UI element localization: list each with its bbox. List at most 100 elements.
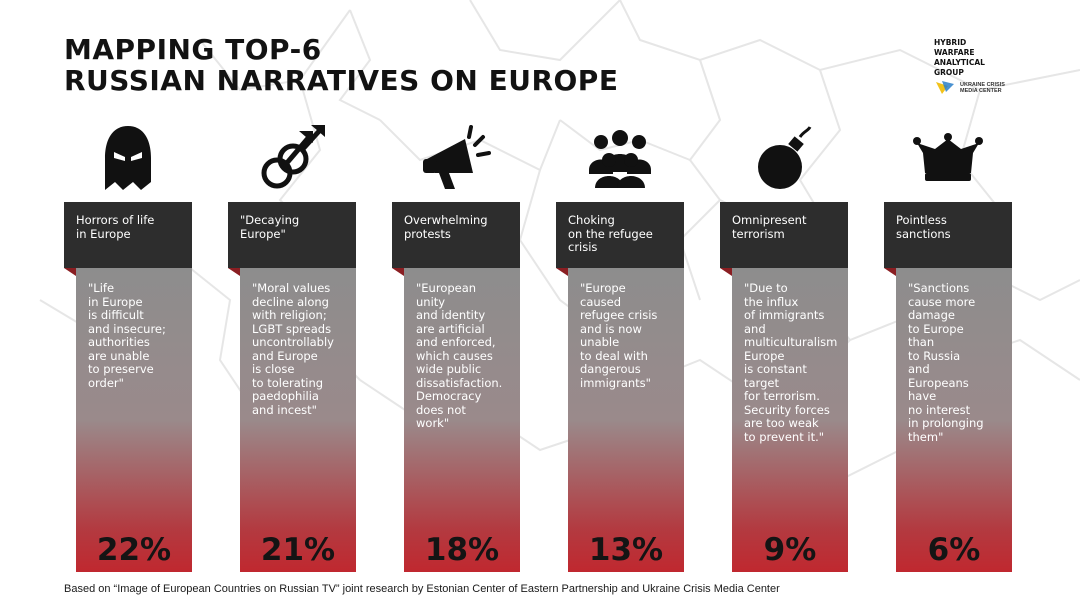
quote-line: and <box>908 362 930 376</box>
narrative-card: Pointless sanctions "Sanctions cause mor… <box>884 118 1012 574</box>
ukraine-crisis-logo-icon <box>936 81 954 94</box>
narrative-percent: 13% <box>588 532 664 568</box>
quote-line: "Moral values <box>252 281 331 295</box>
ghost-mask-icon <box>64 118 192 198</box>
quote-line: "Sanctions <box>908 281 970 295</box>
quote-line: is close <box>252 362 295 376</box>
narrative-quote: "Moral values decline along with religio… <box>252 281 354 417</box>
quote-line: is difficult <box>88 308 144 322</box>
quote-line: work" <box>416 416 450 430</box>
quote-line: multiculturalism <box>744 335 838 349</box>
quote-line: caused <box>580 294 622 309</box>
heading-line: Europe" <box>240 226 286 241</box>
quote-line: and is now <box>580 321 642 336</box>
source-footnote: Based on “Image of European Countries on… <box>64 583 780 595</box>
quote-line: Security forces <box>744 402 830 417</box>
ribbon-fold <box>64 268 76 276</box>
quote-line: and <box>744 321 766 336</box>
heading-line: "Decaying <box>240 213 300 227</box>
logo-subtitle: UKRAINE CRISIS MEDIA CENTER <box>960 82 1005 94</box>
quote-line: unity <box>416 294 446 309</box>
heading-line: crisis <box>568 240 598 254</box>
ribbon-fold <box>720 268 732 276</box>
narrative-card: "Decaying Europe" "Moral values decline … <box>228 118 356 574</box>
logo-text: HYBRID WARFARE ANALYTICAL GROUP <box>934 38 1044 78</box>
quote-line: "Life <box>88 281 115 295</box>
quote-line: no interest <box>908 402 971 417</box>
narrative-heading: Choking on the refugee crisis <box>556 202 684 268</box>
quote-line: Europe <box>744 348 785 363</box>
narrative-heading: Horrors of life in Europe <box>64 202 192 268</box>
narrative-body: "Europe caused refugee crisis and is now… <box>568 268 684 572</box>
quote-line: target <box>744 375 779 390</box>
quote-line: order" <box>88 375 124 390</box>
narrative-percent: 18% <box>424 532 500 568</box>
quote-line: to Russia <box>908 348 961 363</box>
quote-line: dissatisfaction. <box>416 375 503 390</box>
narrative-body: "Moral values decline along with religio… <box>240 268 356 572</box>
narrative-percent: 22% <box>96 532 172 568</box>
quote-line: LGBT spreads <box>252 321 332 336</box>
narrative-heading: Overwhelming protests <box>392 202 520 268</box>
narrative-quote: "Life in Europe is difficult and insecur… <box>88 281 190 390</box>
quote-line: are unable <box>88 348 150 363</box>
quote-line: "European <box>416 281 477 295</box>
narrative-percent: 9% <box>763 532 817 568</box>
quote-line: to preserve <box>88 362 154 376</box>
quote-line: for terrorism. <box>744 389 820 403</box>
narrative-body: "Life in Europe is difficult and insecur… <box>76 268 192 572</box>
narrative-quote: "Europe caused refugee crisis and is now… <box>580 281 682 390</box>
narrative-heading: "Decaying Europe" <box>228 202 356 268</box>
heading-line: Overwhelming <box>404 213 488 227</box>
quote-line: with religion; <box>252 308 327 322</box>
narrative-card: Omnipresent terrorism "Due to the influx… <box>720 118 848 574</box>
logo-sub-line: MEDIA CENTER <box>960 88 1002 94</box>
heading-line: on the refugee <box>568 226 653 241</box>
narrative-heading: Pointless sanctions <box>884 202 1012 268</box>
heading-line: sanctions <box>896 226 951 241</box>
quote-line: uncontrollably <box>252 335 334 349</box>
quote-line: "Due to <box>744 281 788 295</box>
quote-line: to deal with <box>580 348 648 363</box>
narrative-card: Overwhelming protests "European unity an… <box>392 118 520 574</box>
quote-line: in prolonging <box>908 416 984 430</box>
male-gender-symbols-icon <box>228 118 356 198</box>
narrative-card: Choking on the refugee crisis "Europe ca… <box>556 118 684 574</box>
logo-line: GROUP <box>934 68 964 77</box>
narrative-body: "Sanctions cause more damage to Europe t… <box>896 268 1012 572</box>
quote-line: is constant <box>744 362 807 376</box>
quote-line: and enforced, <box>416 335 496 349</box>
quote-line: of immigrants <box>744 308 825 322</box>
bomb-icon <box>720 118 848 198</box>
quote-line: have <box>908 389 937 403</box>
quote-line: "Europe <box>580 281 626 295</box>
narrative-quote: "European unity and identity are artific… <box>416 281 518 431</box>
ribbon-fold <box>884 268 896 276</box>
narrative-body: "European unity and identity are artific… <box>404 268 520 572</box>
narrative-heading: Omnipresent terrorism <box>720 202 848 268</box>
quote-line: and incest" <box>252 402 317 417</box>
heading-line: Omnipresent <box>732 213 807 227</box>
narrative-quote: "Sanctions cause more damage to Europe t… <box>908 281 1010 444</box>
quote-line: decline along <box>252 294 329 309</box>
quote-line: paedophilia <box>252 389 319 403</box>
quote-line: them" <box>908 429 944 444</box>
narrative-card: Horrors of life in Europe "Life in Europ… <box>64 118 192 574</box>
quote-line: and Europe <box>252 348 318 363</box>
crowd-icon <box>556 118 684 198</box>
title-line-1: MAPPING TOP-6 <box>64 33 322 66</box>
narrative-body: "Due to the influx of immigrants and mul… <box>732 268 848 572</box>
quote-line: the influx <box>744 294 799 309</box>
megaphone-icon <box>392 118 520 198</box>
quote-line: wide public <box>416 362 482 376</box>
narrative-percent: 6% <box>927 532 981 568</box>
quote-line: immigrants" <box>580 375 651 390</box>
quote-line: unable <box>580 335 620 349</box>
quote-line: Europeans <box>908 375 969 390</box>
narrative-quote: "Due to the influx of immigrants and mul… <box>744 281 846 444</box>
quote-line: to prevent it." <box>744 429 825 444</box>
quote-line: than <box>908 335 935 349</box>
quote-line: and identity <box>416 308 486 322</box>
ribbon-fold <box>228 268 240 276</box>
quote-line: to Europe <box>908 321 964 336</box>
